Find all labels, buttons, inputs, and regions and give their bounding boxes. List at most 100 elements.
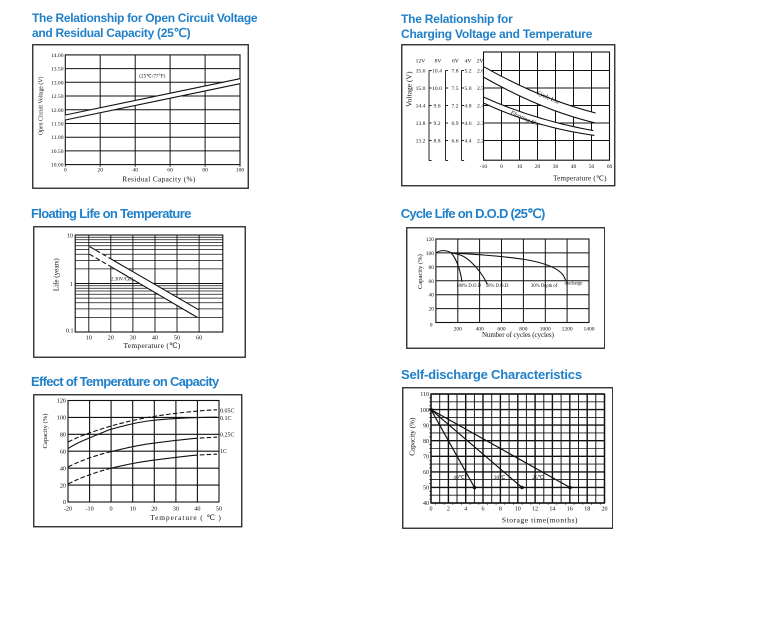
svg-text:40: 40 xyxy=(423,501,429,507)
svg-text:14.4: 14.4 xyxy=(416,104,426,110)
svg-text:5.2: 5.2 xyxy=(465,69,472,75)
svg-text:30: 30 xyxy=(173,506,179,513)
svg-text:2.30V/Cell: 2.30V/Cell xyxy=(110,277,133,282)
svg-text:120: 120 xyxy=(57,398,66,405)
svg-text:60: 60 xyxy=(607,164,613,170)
svg-text:2.4: 2.4 xyxy=(477,104,484,110)
svg-text:(25℃/77°F): (25℃/77°F) xyxy=(139,73,165,80)
svg-text:40: 40 xyxy=(132,168,138,174)
svg-text:-10: -10 xyxy=(480,164,488,170)
svg-text:100: 100 xyxy=(420,407,429,413)
svg-text:0: 0 xyxy=(63,499,66,506)
svg-text:12.50: 12.50 xyxy=(51,94,64,100)
svg-text:Open Circuit Voltage (V): Open Circuit Voltage (V) xyxy=(38,76,45,135)
svg-text:11.00: 11.00 xyxy=(51,135,64,141)
svg-text:50: 50 xyxy=(423,485,429,491)
svg-text:10.4: 10.4 xyxy=(432,69,442,75)
svg-text:9.6: 9.6 xyxy=(434,104,441,110)
svg-text:13.8: 13.8 xyxy=(416,121,426,127)
svg-text:0: 0 xyxy=(64,168,67,174)
svg-text:10: 10 xyxy=(85,334,91,341)
svg-text:400: 400 xyxy=(475,326,484,332)
svg-text:Capacity (%): Capacity (%) xyxy=(408,417,416,456)
svg-text:100: 100 xyxy=(57,415,66,422)
svg-text:10: 10 xyxy=(130,506,136,513)
svg-text:30: 30 xyxy=(553,164,559,170)
svg-text:-10: -10 xyxy=(85,506,93,513)
svg-text:25℃: 25℃ xyxy=(532,475,543,481)
svg-text:7.8: 7.8 xyxy=(452,69,459,75)
svg-text:30: 30 xyxy=(129,334,135,341)
svg-text:20: 20 xyxy=(151,506,157,513)
svg-text:8.8: 8.8 xyxy=(434,139,441,145)
svg-text:Temperature (℃): Temperature (℃) xyxy=(123,340,180,349)
svg-text:20: 20 xyxy=(107,334,113,341)
svg-text:60: 60 xyxy=(423,470,429,476)
svg-text:2.6: 2.6 xyxy=(477,69,484,75)
svg-text:20: 20 xyxy=(60,482,66,489)
svg-text:80: 80 xyxy=(202,168,208,174)
svg-text:13.2: 13.2 xyxy=(416,139,426,145)
svg-text:13.00: 13.00 xyxy=(51,80,64,86)
svg-text:40: 40 xyxy=(428,292,434,298)
svg-text:50: 50 xyxy=(589,164,595,170)
svg-text:4.6: 4.6 xyxy=(465,121,472,127)
svg-text:-20: -20 xyxy=(64,506,72,513)
svg-text:60: 60 xyxy=(196,334,202,341)
svg-text:600: 600 xyxy=(497,326,506,332)
svg-text:0: 0 xyxy=(110,506,113,513)
svg-text:Number of cycles (cycles): Number of cycles (cycles) xyxy=(481,330,554,338)
svg-text:70: 70 xyxy=(423,454,429,460)
svg-text:0.1C: 0.1C xyxy=(220,416,232,422)
svg-text:Storage time(months): Storage time(months) xyxy=(501,515,577,524)
svg-text:2.3: 2.3 xyxy=(477,121,484,127)
svg-text:1C: 1C xyxy=(220,449,227,455)
svg-text:0.05C: 0.05C xyxy=(220,408,235,414)
svg-text:2V: 2V xyxy=(477,59,484,65)
svg-text:Temperature ( ℃ ): Temperature ( ℃ ) xyxy=(150,513,222,522)
svg-text:100% D.O.D: 100% D.O.D xyxy=(456,283,481,288)
svg-text:12V: 12V xyxy=(416,59,426,65)
svg-text:Temperature (℃): Temperature (℃) xyxy=(553,175,607,183)
svg-text:4.4: 4.4 xyxy=(465,139,472,145)
svg-text:4: 4 xyxy=(464,506,467,512)
svg-text:discharge: discharge xyxy=(564,281,582,286)
svg-text:10.50: 10.50 xyxy=(51,149,64,155)
svg-text:40℃: 40℃ xyxy=(453,475,464,481)
svg-text:20: 20 xyxy=(601,506,607,512)
svg-text:10.00: 10.00 xyxy=(51,163,64,169)
svg-text:20: 20 xyxy=(535,164,541,170)
svg-text:10: 10 xyxy=(67,233,73,239)
svg-text:Capacity (%): Capacity (%) xyxy=(42,414,49,449)
svg-text:16: 16 xyxy=(566,506,572,512)
svg-text:60: 60 xyxy=(428,278,434,284)
svg-text:15.6: 15.6 xyxy=(416,69,426,75)
svg-text:1400: 1400 xyxy=(583,326,594,332)
svg-text:7.2: 7.2 xyxy=(452,104,459,110)
svg-text:Capacity (%): Capacity (%) xyxy=(417,254,424,289)
svg-text:200: 200 xyxy=(453,326,462,332)
svg-text:1200: 1200 xyxy=(561,326,572,332)
svg-text:Voltage (V): Voltage (V) xyxy=(405,71,414,107)
svg-text:0: 0 xyxy=(429,322,432,328)
svg-text:14: 14 xyxy=(549,506,555,512)
svg-text:4.8: 4.8 xyxy=(465,104,472,110)
svg-text:8: 8 xyxy=(498,506,501,512)
svg-text:6: 6 xyxy=(481,506,484,512)
svg-text:2.2: 2.2 xyxy=(477,139,484,145)
svg-text:50: 50 xyxy=(173,334,179,341)
svg-text:30℃: 30℃ xyxy=(493,475,504,481)
svg-text:80: 80 xyxy=(60,432,66,439)
svg-text:0.1: 0.1 xyxy=(66,328,74,334)
svg-text:60: 60 xyxy=(60,449,66,456)
svg-text:4V: 4V xyxy=(465,59,472,65)
svg-text:100: 100 xyxy=(236,168,245,174)
svg-text:10.0: 10.0 xyxy=(432,86,442,92)
svg-text:40: 40 xyxy=(151,334,157,341)
svg-text:60: 60 xyxy=(167,168,173,174)
svg-text:1000: 1000 xyxy=(539,326,550,332)
svg-text:100: 100 xyxy=(425,250,434,256)
svg-text:14.00: 14.00 xyxy=(51,53,64,59)
svg-text:80: 80 xyxy=(423,438,429,444)
svg-text:20: 20 xyxy=(97,168,103,174)
